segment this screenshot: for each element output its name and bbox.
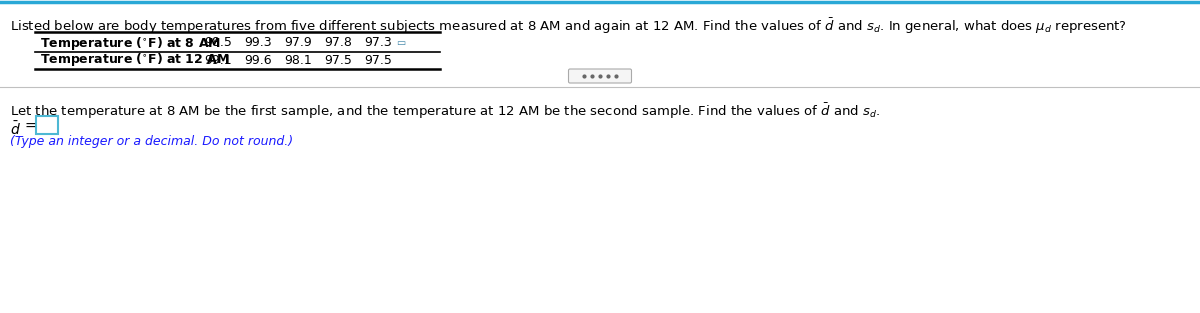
- Text: 97.5: 97.5: [324, 54, 352, 66]
- Text: 98.1: 98.1: [284, 54, 312, 66]
- Text: =: =: [24, 120, 36, 134]
- FancyBboxPatch shape: [36, 116, 58, 134]
- Text: (Type an integer or a decimal. Do not round.): (Type an integer or a decimal. Do not ro…: [10, 135, 293, 148]
- Text: Listed below are body temperatures from five different subjects measured at 8 AM: Listed below are body temperatures from …: [10, 16, 1127, 36]
- Text: 97.9: 97.9: [284, 37, 312, 49]
- Text: Let the temperature at 8 AM be the first sample, and the temperature at 12 AM be: Let the temperature at 8 AM be the first…: [10, 101, 880, 121]
- Text: $\bar{d}$: $\bar{d}$: [10, 120, 20, 138]
- Text: 99.1: 99.1: [204, 54, 232, 66]
- Text: Temperature ($^{\circ}$F) at 12 AM: Temperature ($^{\circ}$F) at 12 AM: [40, 52, 229, 69]
- Text: 98.5: 98.5: [204, 37, 232, 49]
- Text: 97.3: 97.3: [364, 37, 392, 49]
- Text: 97.5: 97.5: [364, 54, 392, 66]
- Text: 99.6: 99.6: [244, 54, 272, 66]
- Text: 97.8: 97.8: [324, 37, 352, 49]
- FancyBboxPatch shape: [569, 69, 631, 83]
- Text: ▭: ▭: [396, 38, 406, 48]
- Text: 99.3: 99.3: [244, 37, 272, 49]
- Text: Temperature ($^{\circ}$F) at 8 AM: Temperature ($^{\circ}$F) at 8 AM: [40, 34, 221, 52]
